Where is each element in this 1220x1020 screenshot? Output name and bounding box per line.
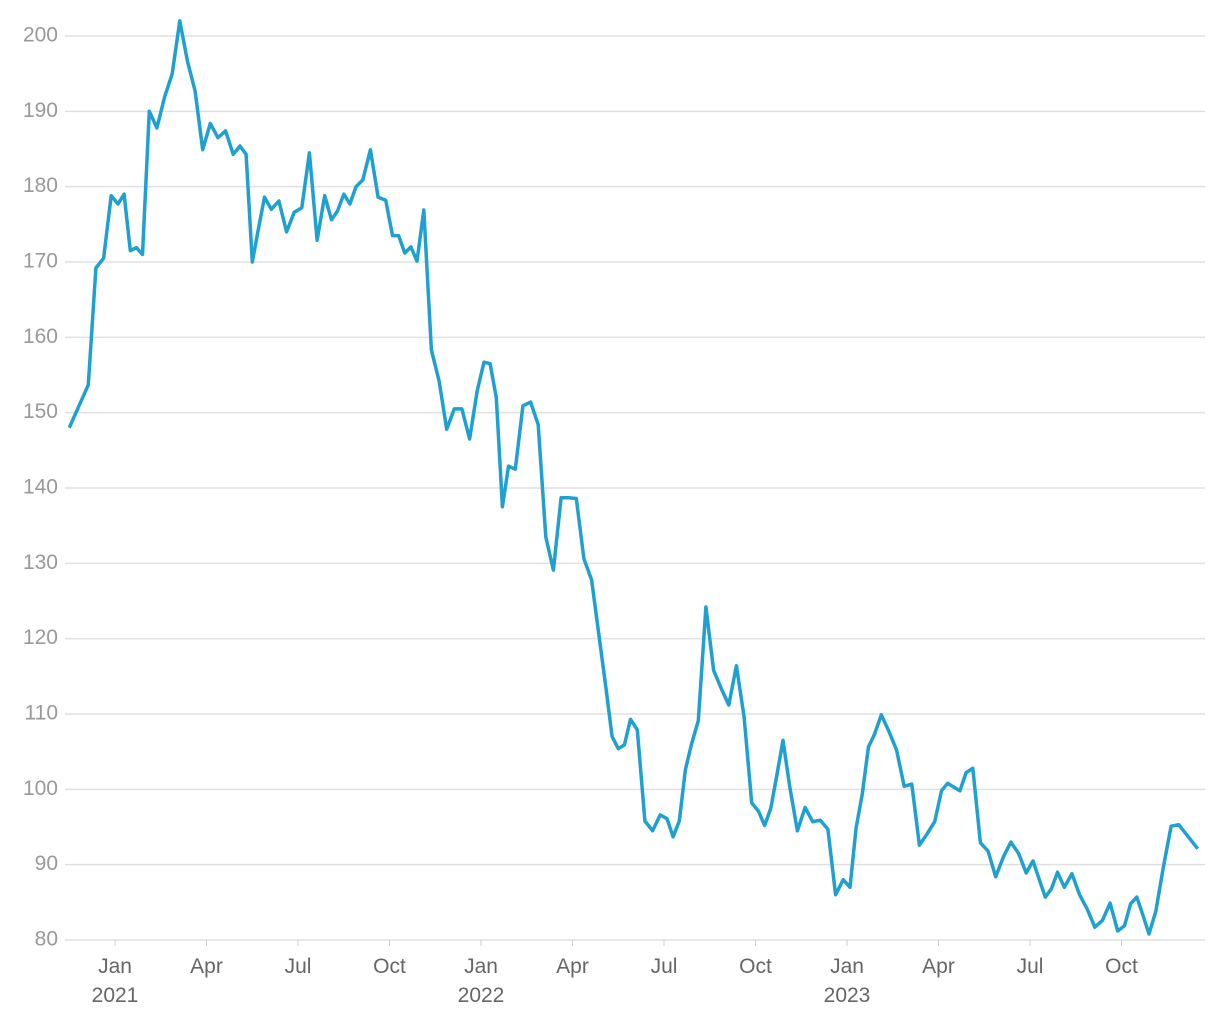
x-tick-label: Jul (1016, 955, 1044, 978)
x-tick-label: Jan 2023 (823, 955, 871, 1007)
y-tick-label: 100 (23, 777, 58, 800)
y-tick-label: 90 (35, 852, 58, 875)
y-tick-label: 170 (23, 250, 58, 273)
y-tick-label: 80 (35, 928, 58, 951)
y-tick-label: 120 (23, 626, 58, 649)
x-tick-label: Oct (739, 955, 772, 978)
x-tick-label: Apr (190, 955, 223, 978)
x-tick-label: Jul (284, 955, 312, 978)
x-tick-label: Apr (922, 955, 955, 978)
x-tick-label: Jan 2022 (457, 955, 505, 1007)
y-tick-label: 190 (23, 99, 58, 122)
x-tick-label: Oct (1105, 955, 1138, 978)
x-tick-label: Jan 2021 (91, 955, 139, 1007)
y-tick-label: 200 (23, 24, 58, 47)
x-tick-label: Jul (650, 955, 678, 978)
y-tick-label: 140 (23, 476, 58, 499)
x-tick-label: Oct (373, 955, 406, 978)
y-tick-label: 110 (25, 702, 58, 725)
y-tick-label: 180 (23, 174, 58, 197)
y-tick-label: 130 (23, 551, 58, 574)
x-tick-label: Apr (556, 955, 589, 978)
data-line (67, 19, 1200, 936)
y-tick-label: 160 (23, 325, 58, 348)
y-tick-label: 150 (23, 400, 58, 423)
